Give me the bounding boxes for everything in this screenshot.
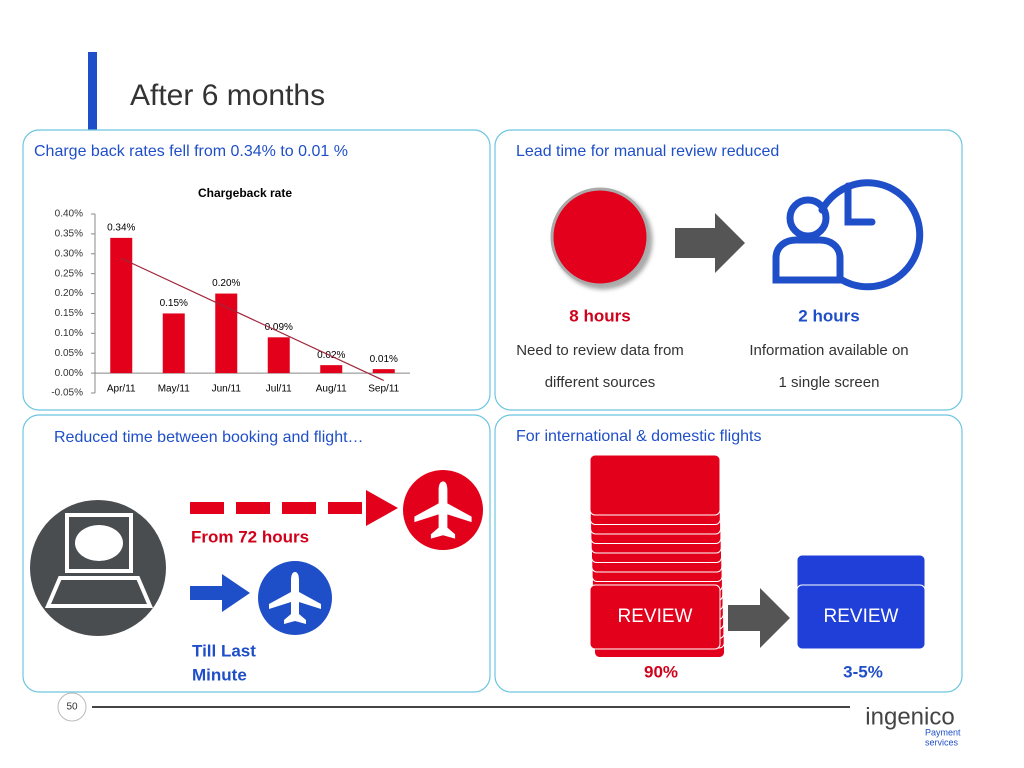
arrow	[728, 588, 790, 648]
panel	[22, 129, 491, 411]
after-text: Minute	[192, 665, 247, 684]
value-label: 0.02%	[317, 350, 345, 361]
arrow	[190, 574, 250, 612]
bar	[267, 337, 290, 374]
red-circle	[550, 187, 650, 287]
before-text: different sources	[545, 374, 656, 391]
x-tick-label: Jun/11	[212, 384, 242, 395]
page-badge	[57, 692, 87, 722]
y-tick-label: 0.30%	[55, 248, 83, 259]
value-label: 0.01%	[370, 354, 398, 365]
laptop-icon	[44, 513, 154, 608]
y-tick-label: 0.00%	[55, 368, 83, 379]
page-number: 50	[66, 702, 78, 713]
red-card-stack	[589, 454, 725, 658]
tagline: services	[925, 737, 959, 747]
y-tick-label: 0.40%	[55, 209, 83, 220]
bar	[162, 313, 185, 374]
before-value: 90%	[644, 662, 678, 681]
y-tick-label: -0.05%	[51, 388, 83, 399]
person-clock-icon	[772, 179, 924, 291]
chart-title: Chargeback rate	[198, 186, 292, 200]
after-value: 3-5%	[843, 662, 883, 681]
x-tick-label: May/11	[158, 384, 190, 395]
y-tick-label: 0.25%	[55, 268, 83, 279]
panel-heading: Lead time for manual review reduced	[516, 143, 779, 160]
before-text: Need to review data from	[516, 342, 684, 359]
panel-heading: Charge back rates fell from 0.34% to 0.0…	[34, 143, 348, 160]
card	[796, 584, 926, 650]
after-text: 1 single screen	[779, 374, 880, 391]
bar	[372, 369, 395, 374]
chart: Chargeback rate -0.05% 0.00% 0.05% 0.10% 0.15…	[51, 186, 410, 399]
card	[589, 454, 721, 516]
y-tick-label: 0.20%	[55, 288, 83, 299]
panel	[22, 414, 491, 693]
after-text: Information available on	[749, 342, 908, 359]
x-tick-label: Apr/11	[107, 384, 136, 395]
card	[589, 584, 721, 650]
value-label: 0.09%	[265, 322, 293, 333]
y-tick-label: 0.10%	[55, 328, 83, 339]
before-text: From 72 hours	[191, 527, 309, 546]
x-tick-label: Sep/11	[368, 384, 399, 395]
bar	[320, 365, 343, 374]
value-label: 0.20%	[212, 278, 240, 289]
y-tick-label: 0.35%	[55, 229, 83, 240]
value-label: 0.15%	[160, 298, 188, 309]
arrow	[675, 213, 745, 273]
logo: ingenico	[865, 703, 954, 730]
value-label: 0.34%	[107, 223, 135, 234]
x-tick-label: Jul/11	[266, 384, 292, 395]
y-tick-label: 0.15%	[55, 308, 83, 319]
slide-title: After 6 months	[130, 79, 325, 112]
panel-heading: Reduced time between booking and flight…	[54, 429, 364, 446]
blue-card-stack	[796, 554, 926, 650]
before-value: 8 hours	[569, 306, 630, 325]
dashed-arrow	[190, 490, 398, 526]
after-text: Till Last	[192, 641, 256, 660]
after-value: 2 hours	[798, 306, 859, 325]
panel	[494, 414, 963, 693]
card-label: REVIEW	[824, 606, 899, 627]
trend-line	[120, 257, 385, 382]
laptop-circle	[30, 500, 166, 636]
bar	[110, 237, 133, 374]
y-tick-label: 0.05%	[55, 348, 83, 359]
card-label: REVIEW	[618, 606, 693, 627]
panel-heading: For international & domestic flights	[516, 428, 761, 445]
tagline: Payment	[925, 727, 961, 737]
x-tick-label: Aug/11	[316, 384, 347, 395]
title-bar	[88, 52, 97, 140]
bar	[215, 293, 238, 374]
